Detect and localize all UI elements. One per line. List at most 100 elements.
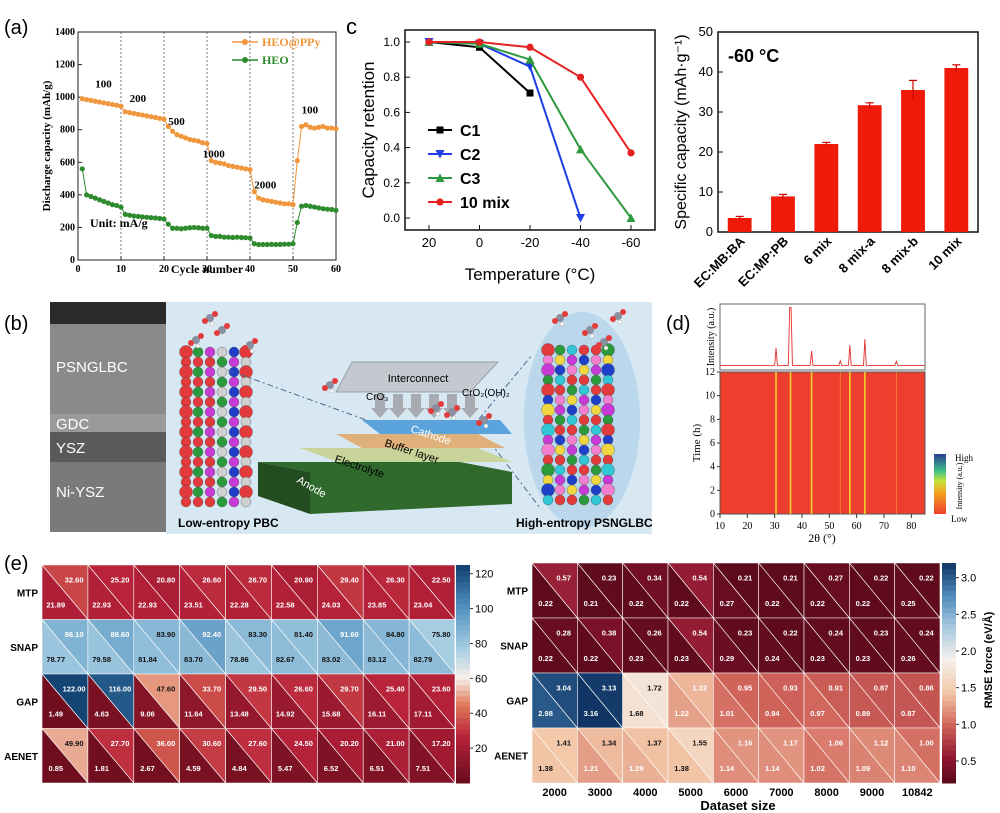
lattice-atom: [566, 434, 578, 446]
heatmap-value-lower: 1.02: [810, 764, 825, 773]
molecule-o-atom: [486, 413, 492, 419]
chart-a-point: [303, 122, 309, 128]
chart-a-point: [92, 195, 98, 201]
heatmap-value-upper: 3.13: [602, 684, 617, 693]
heatmap-value-lower: 0.27: [720, 599, 735, 608]
heatmap-value-upper: 1.34: [602, 739, 617, 748]
heatmap-col-label: 8000: [814, 787, 838, 799]
colorbar-segment: [456, 723, 470, 729]
lattice-atom: [601, 443, 615, 457]
chart-c-retention-legend-marker: [436, 126, 444, 134]
chart-a-point: [281, 241, 287, 247]
lattice-atom: [228, 366, 240, 378]
heatmap-value-upper: 26.60: [294, 684, 313, 693]
heatmap-col-label: 6000: [724, 787, 748, 799]
chart-a-point: [299, 123, 305, 130]
chart-a-point: [281, 201, 287, 207]
heatmap-value-lower: 13.48: [230, 710, 249, 719]
chart-c-retention-xlabel: Temperature (°C): [465, 265, 596, 284]
colorbar-segment: [942, 755, 956, 762]
lattice-atom: [554, 354, 566, 366]
chart-c-retention-point: [526, 89, 534, 97]
colorbar-segment: [942, 739, 956, 745]
lattice-atom: [239, 385, 253, 399]
lattice-atom: [554, 374, 566, 386]
lattice-atom: [179, 485, 193, 499]
chart-a-rate-label: 200: [130, 93, 147, 105]
colorbar-segment: [942, 695, 956, 701]
chart-a-point: [152, 215, 158, 221]
chart-e-right: 0.57 0.22 0.23 0.21 0.34 0.22 0.54 0.22 0.21 0.27…: [494, 562, 995, 813]
molecule-o-atom: [252, 338, 258, 344]
chart-a-point: [191, 137, 197, 143]
chart-a-point: [105, 101, 111, 107]
heatmap-value-lower: 6.51: [370, 764, 385, 773]
lattice-atom: [204, 466, 216, 478]
molecule-cr-atom: [556, 314, 564, 322]
heatmap-cell-lower: [713, 727, 760, 784]
colorbar-segment: [456, 608, 470, 615]
lattice-atom: [590, 454, 602, 466]
colorbar-tick-label: 2.0: [961, 646, 976, 658]
chart-c-capacity-ytick-label: 50: [699, 24, 713, 39]
chart-c-capacity-ytick-label: 40: [699, 64, 713, 79]
chart-a-point: [329, 125, 335, 131]
lattice-atom: [566, 474, 578, 486]
chart-c-capacity-annotation: -60 °C: [728, 46, 779, 66]
lattice-atom: [590, 414, 602, 426]
chart-c-retention-point: [576, 73, 585, 81]
chart-a-point: [251, 189, 257, 195]
chart-a-ytick-label: 1200: [55, 60, 75, 71]
molecule-h-atom: [451, 415, 457, 421]
heatmap-value-lower: 16.11: [368, 710, 386, 719]
heatmap-value-lower: 4.63: [94, 710, 109, 719]
chart-a-point: [191, 224, 197, 231]
chart-d-colorbar: [934, 454, 946, 514]
lattice-atom: [578, 434, 590, 446]
molecule-o-atom: [552, 318, 558, 324]
chart-a-point: [88, 97, 94, 103]
colorbar-segment: [456, 663, 470, 670]
colorbar-segment: [456, 635, 470, 642]
lattice-atom: [228, 486, 240, 498]
molecule-o-atom: [212, 311, 218, 317]
heatmap-cell-lower: [803, 727, 850, 784]
lattice-atom: [216, 416, 228, 428]
chart-a-rate-label: 100: [95, 78, 112, 90]
heatmap-cell-lower: [87, 727, 135, 784]
heatmap-value-lower: 22.93: [92, 601, 111, 610]
lattice-atom: [590, 464, 602, 476]
chart-a-point: [79, 96, 85, 102]
molecule-h-atom: [589, 333, 595, 339]
chart-d-time-label: Time (h): [691, 423, 703, 462]
chart-a-point: [286, 241, 292, 247]
heatmap-value-upper: 0.23: [602, 574, 617, 583]
lattice-atom: [228, 456, 240, 468]
chart-a-point: [148, 114, 154, 120]
lattice-atom: [216, 436, 228, 448]
anode-side: [258, 462, 310, 514]
lattice-atom: [566, 364, 578, 376]
chart-c-retention-point: [626, 213, 636, 222]
chart-a-point: [84, 96, 90, 103]
molecule-o-atom: [454, 405, 460, 411]
heatmap-row-label: AENET: [4, 752, 38, 763]
heatmap-cell-lower: [362, 727, 410, 784]
colorbar-segment: [456, 603, 470, 610]
lattice-atom: [541, 383, 555, 397]
lattice-high-entropy: [541, 343, 615, 506]
lattice-atom: [179, 445, 193, 459]
lattice-atom: [578, 454, 590, 466]
colorbar-segment: [456, 690, 470, 697]
heatmap-value-upper: 0.21: [738, 574, 753, 583]
colorbar-segment: [942, 579, 956, 586]
chart-e-right-xlabel: Dataset size: [700, 798, 775, 813]
chart-a-point: [105, 200, 111, 206]
heatmap-value-upper: 1.72: [647, 684, 662, 693]
heatmap-value-upper: 0.27: [828, 574, 843, 583]
chart-a-point: [135, 111, 141, 117]
molecule-o-atom: [224, 323, 230, 329]
heatmap-value-lower: 22.58: [276, 601, 295, 610]
chart-a-point: [230, 234, 236, 241]
lattice-atom: [578, 444, 590, 456]
